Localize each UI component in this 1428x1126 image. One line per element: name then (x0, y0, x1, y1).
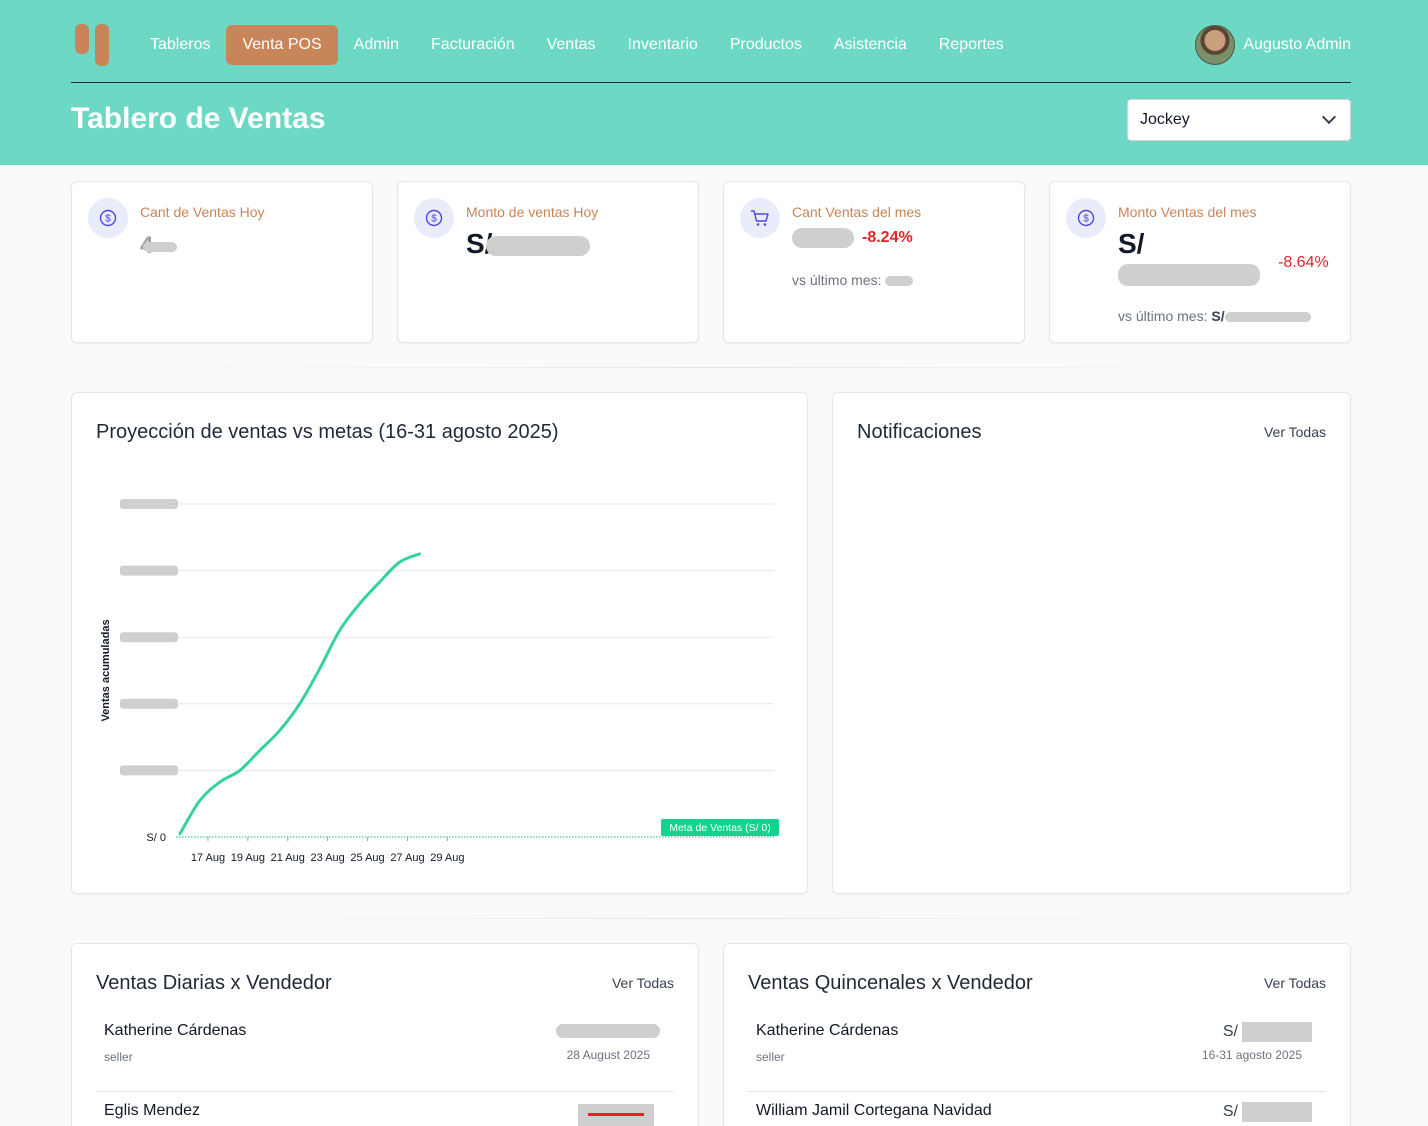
top-header: Tableros Venta POS Admin Facturación Ven… (0, 0, 1428, 165)
nav-items: Tableros Venta POS Admin Facturación Ven… (134, 25, 1020, 65)
y-tick-label-masked (120, 698, 178, 709)
nav-item-asistencia[interactable]: Asistencia (833, 36, 907, 53)
stat-delta: -8.24% (862, 229, 913, 246)
nav-item-venta-pos[interactable]: Venta POS (226, 25, 338, 65)
seller-role: seller (104, 1050, 133, 1064)
sale-amount: S/ (1223, 1102, 1312, 1122)
nav-item-ventas[interactable]: Ventas (546, 36, 596, 53)
stat-value: -8.24% (792, 228, 913, 248)
notifications-view-all[interactable]: Ver Todas (1263, 424, 1326, 440)
biweekly-sales-card: Ventas Quincenales x Vendedor Ver Todas … (723, 943, 1351, 1126)
stat-card-monto-hoy: $ Monto de ventas Hoy S/ (397, 181, 699, 343)
sale-date: 28 August 2025 (566, 1048, 650, 1062)
stat-value: S/ (1118, 228, 1145, 259)
y-axis-label: Ventas acumuladas (100, 619, 112, 721)
sale-amount: S/ (1223, 1022, 1312, 1042)
projection-chart-card: Proyección de ventas vs metas (16-31 ago… (71, 392, 808, 894)
x-tick-label: 17 Aug (191, 852, 225, 864)
daily-sales-card: Ventas Diarias x Vendedor Ver Todas Kath… (71, 943, 699, 1126)
stat-label: Cant de Ventas Hoy (140, 204, 265, 220)
x-tick-label: 29 Aug (430, 852, 464, 864)
goal-label-bg (661, 819, 779, 836)
nav-item-admin[interactable]: Admin (353, 36, 400, 53)
list-item[interactable]: Katherine Cárdenas seller S/ 16-31 agost… (748, 1012, 1326, 1092)
seller-name: Katherine Cárdenas (756, 1022, 899, 1039)
list-item[interactable]: Eglis Mendez (96, 1092, 674, 1126)
stat-card-monto-mes: $ Monto Ventas del mes S/ -8.64% vs últi… (1049, 181, 1351, 343)
y-tick-label: S/ 0 (146, 832, 166, 844)
nav-item-facturacion[interactable]: Facturación (431, 36, 515, 53)
goal-label: Meta de Ventas (S/ 0) (669, 822, 771, 834)
nav-item-reportes[interactable]: Reportes (938, 36, 1004, 53)
user-menu[interactable]: Augusto Admin (1195, 25, 1351, 65)
notifications-title: Notificaciones (857, 421, 982, 443)
list-item[interactable]: Katherine Cárdenas seller 28 August 2025 (96, 1012, 674, 1092)
dollar-icon: $ (88, 198, 128, 238)
x-tick-label: 27 Aug (390, 852, 424, 864)
main-nav: Tableros Venta POS Admin Facturación Ven… (71, 0, 1351, 83)
seller-role: seller (756, 1050, 785, 1064)
chevron-down-icon (1321, 109, 1337, 125)
page-title: Tablero de Ventas (71, 102, 326, 135)
stat-value-masked (1118, 264, 1260, 286)
sale-date: 16-31 agosto 2025 (1201, 1048, 1302, 1062)
divider (150, 918, 1280, 919)
stat-compare: vs último mes: S/ (1118, 308, 1311, 324)
x-tick-label: 21 Aug (271, 852, 305, 864)
sale-amount-masked (578, 1104, 654, 1126)
sales-line (178, 552, 421, 836)
user-name[interactable]: Augusto Admin (1243, 36, 1351, 53)
x-tick-label: 19 Aug (231, 852, 265, 864)
stat-card-cant-mes: Cant Ventas del mes -8.24% vs último mes… (723, 181, 1025, 343)
dollar-icon: $ (414, 198, 454, 238)
stat-delta: -8.64% (1278, 254, 1329, 271)
biweekly-view-all[interactable]: Ver Todas (1263, 975, 1326, 991)
daily-view-all[interactable]: Ver Todas (611, 975, 674, 991)
stat-label: Monto Ventas del mes (1118, 204, 1257, 220)
nav-item-inventario[interactable]: Inventario (627, 36, 698, 53)
avatar[interactable] (1195, 25, 1236, 65)
divider (150, 367, 1280, 368)
stat-compare: vs último mes: (792, 272, 914, 288)
cart-icon (740, 198, 780, 238)
dollar-icon: $ (1066, 198, 1106, 238)
nav-item-tableros[interactable]: Tableros (150, 36, 211, 53)
seller-name: William Jamil Cortegana Navidad (756, 1102, 992, 1119)
stat-value: 4 (140, 232, 178, 260)
y-tick-label-masked (120, 632, 178, 643)
biweekly-title: Ventas Quincenales x Vendedor (748, 972, 1033, 994)
store-select-value: Jockey (1140, 111, 1190, 128)
stat-value: S/ (466, 228, 591, 260)
svg-text:$: $ (1083, 214, 1089, 225)
seller-name: Katherine Cárdenas (104, 1022, 247, 1039)
seller-name: Eglis Mendez (104, 1102, 201, 1119)
svg-text:$: $ (431, 214, 437, 225)
sale-amount-masked (556, 1022, 660, 1040)
stat-card-ventas-hoy: $ Cant de Ventas Hoy 4 (71, 181, 373, 343)
svg-text:$: $ (105, 214, 111, 225)
list-item[interactable]: William Jamil Cortegana Navidad S/ (748, 1092, 1326, 1126)
y-tick-label-masked (120, 765, 178, 776)
projection-chart: S/ 0 Ventas acumuladas Meta de Ventas (S/ … (100, 499, 779, 864)
x-tick-label: 23 Aug (311, 852, 345, 864)
y-tick-label-masked (120, 565, 178, 576)
store-select[interactable]: Jockey (1127, 99, 1351, 141)
x-tick-label: 25 Aug (350, 852, 384, 864)
stat-label: Monto de ventas Hoy (466, 204, 599, 220)
stat-label: Cant Ventas del mes (792, 204, 922, 220)
logo[interactable] (75, 24, 109, 66)
notifications-card: Notificaciones Ver Todas (832, 392, 1351, 894)
y-tick-label-masked (120, 499, 178, 509)
daily-title: Ventas Diarias x Vendedor (96, 972, 332, 994)
nav-item-productos[interactable]: Productos (729, 36, 802, 53)
chart-title: Proyección de ventas vs metas (16-31 ago… (96, 421, 559, 443)
